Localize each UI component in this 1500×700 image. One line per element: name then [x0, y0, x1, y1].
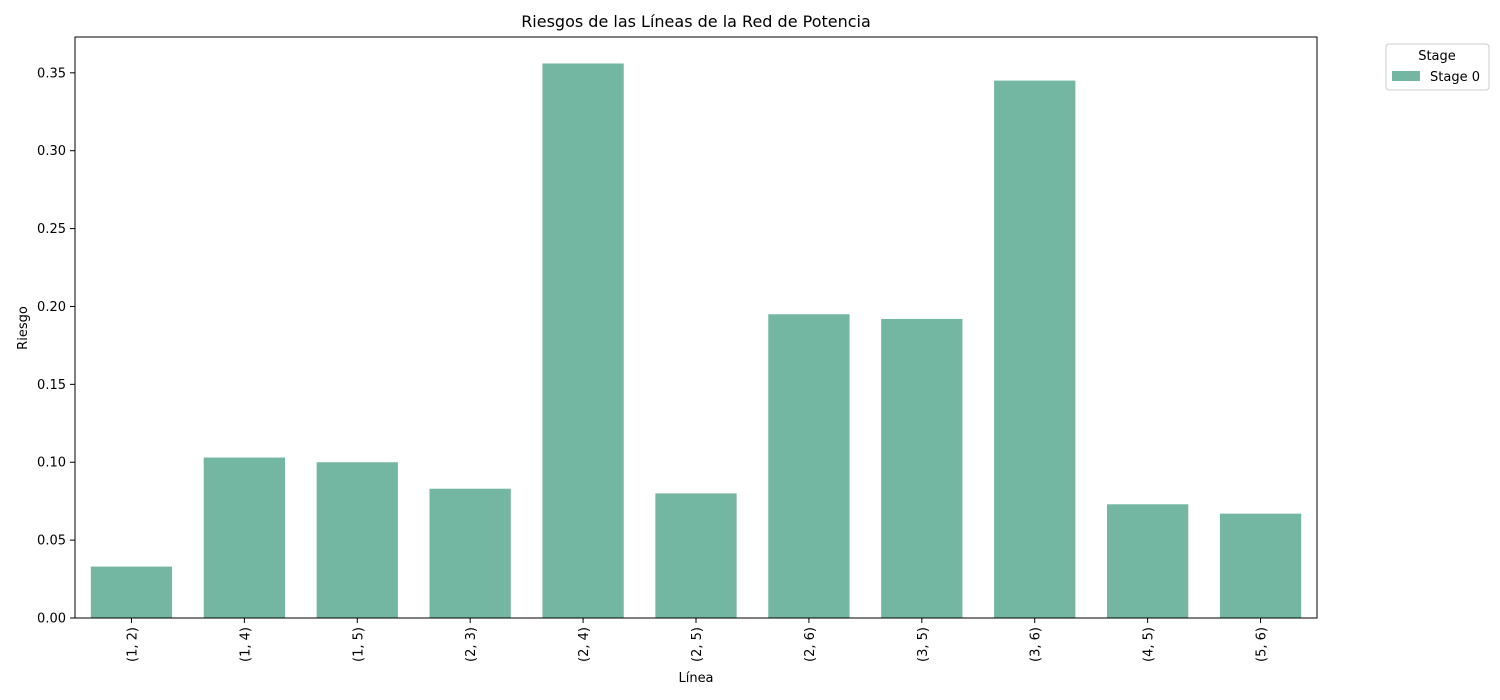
bar-10: [1106, 504, 1189, 618]
bar-11: [1219, 513, 1302, 618]
y-tick-label: 0.15: [37, 378, 66, 393]
plot-area: [90, 63, 1302, 619]
bar-8: [881, 318, 963, 618]
x-tick-label: (3, 5): [916, 627, 931, 662]
bar-3: [316, 462, 398, 618]
legend-entry-label: Stage 0: [1430, 70, 1480, 85]
x-tick-label: (2, 4): [577, 627, 592, 662]
y-tick-label: 0.00: [37, 612, 66, 627]
x-tick-label: (2, 3): [464, 627, 479, 662]
y-tick-label: 0.30: [37, 144, 66, 159]
x-tick-label: (1, 5): [351, 627, 366, 662]
x-tick-label: (1, 2): [125, 627, 140, 662]
legend: Stage Stage 0: [1385, 43, 1490, 91]
x-tick-label: (2, 6): [803, 627, 818, 662]
x-axis: (1, 2) (1, 4) (1, 5) (2, 3) (2, 4) (2, 5) (2, …: [125, 618, 1270, 662]
x-tick-label: (5, 6): [1255, 627, 1270, 662]
x-tick-label: (2, 5): [690, 627, 705, 662]
x-tick-label: (4, 5): [1142, 627, 1157, 662]
y-axis-label: Riesgo: [16, 306, 31, 350]
bar-4: [429, 488, 511, 618]
y-tick-label: 0.35: [37, 66, 66, 81]
y-tick-label: 0.25: [37, 222, 66, 237]
bar-9: [994, 80, 1076, 619]
x-axis-label: Línea: [678, 671, 713, 686]
x-tick-label: (1, 4): [238, 627, 253, 662]
y-tick-label: 0.20: [37, 300, 66, 315]
x-tick-label: (3, 6): [1029, 627, 1044, 662]
bar-7: [768, 314, 850, 618]
bar-6: [655, 493, 737, 618]
y-tick-label: 0.05: [37, 534, 66, 549]
y-tick-label: 0.10: [37, 456, 66, 471]
chart-title: Riesgos de las Líneas de la Red de Poten…: [521, 12, 871, 31]
bar-2: [203, 457, 286, 618]
bar-1: [90, 566, 173, 618]
legend-swatch: [1392, 71, 1420, 81]
legend-title: Stage: [1418, 49, 1456, 64]
y-axis: 0.00 0.05 0.10 0.15 0.20 0.25 0.30 0.35: [37, 66, 75, 627]
bar-5: [542, 63, 624, 619]
